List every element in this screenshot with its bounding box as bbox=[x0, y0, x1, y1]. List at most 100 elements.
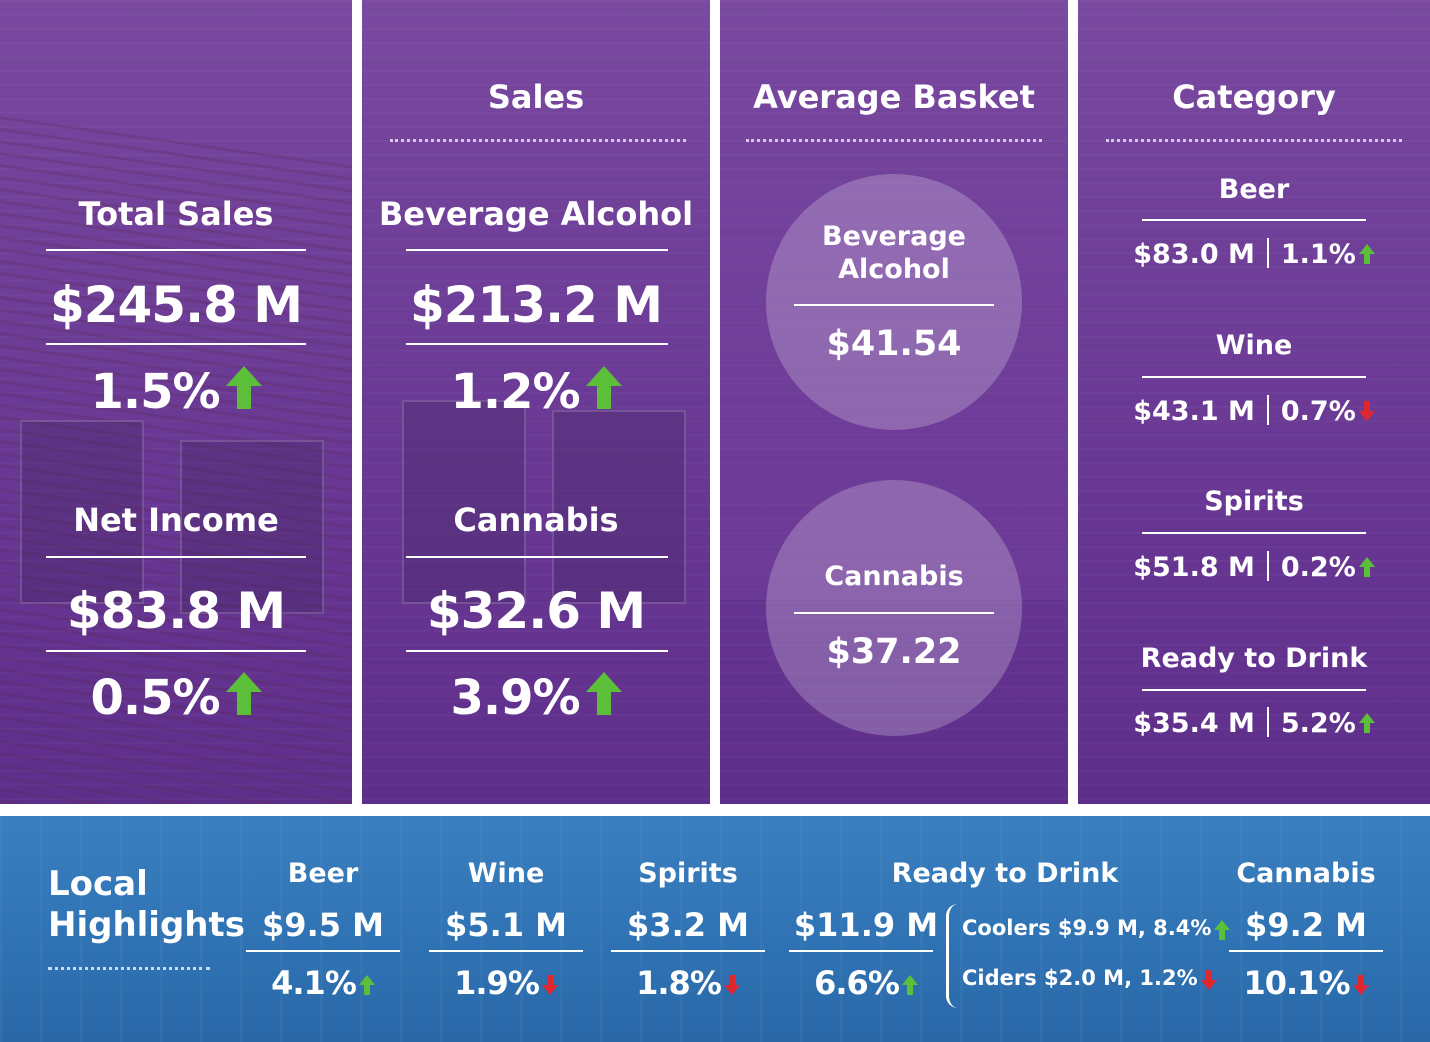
category-spirits-row: $51.8 M 0.2% bbox=[1078, 551, 1430, 583]
divider bbox=[46, 650, 306, 652]
arrow-up-icon bbox=[358, 975, 375, 995]
local-rtd-ciders-text: Ciders $2.0 M, 1.2% bbox=[962, 966, 1198, 990]
arrow-up-icon bbox=[1358, 557, 1375, 577]
basket-beverage-label-line2: Alcohol bbox=[838, 254, 950, 285]
average-basket-title: Average Basket bbox=[753, 78, 1035, 116]
category-beer-value: $83.0 M bbox=[1133, 239, 1255, 270]
separator bbox=[1266, 707, 1269, 737]
category-spirits-value: $51.8 M bbox=[1133, 552, 1255, 583]
cannabis-change: 3.9% bbox=[362, 670, 710, 726]
divider bbox=[406, 650, 668, 652]
panel-totals: Total Sales $245.8 M 1.5% Net Income $83… bbox=[0, 0, 352, 804]
cannabis-value: $32.6 M bbox=[426, 582, 646, 640]
category-wine-row: $43.1 M 0.7% bbox=[1078, 395, 1430, 427]
arrow-up-icon bbox=[901, 975, 918, 995]
local-rtd-ciders: Ciders $2.0 M, 1.2% bbox=[962, 966, 1217, 990]
background-window bbox=[552, 410, 686, 604]
arrow-up-icon bbox=[1358, 244, 1375, 264]
divider bbox=[794, 304, 994, 306]
net-income-change: 0.5% bbox=[0, 670, 352, 726]
category-spirits-name: Spirits bbox=[1204, 486, 1304, 517]
category-wine-value: $43.1 M bbox=[1133, 396, 1255, 427]
basket-cannabis-value: $37.22 bbox=[826, 632, 962, 672]
local-wine-value: $5.1 M bbox=[445, 906, 567, 944]
divider bbox=[46, 249, 306, 251]
panel-sales: Sales Beverage Alcohol $213.2 M 1.2% Can… bbox=[362, 0, 710, 804]
background-storefront bbox=[720, 180, 1068, 600]
divider bbox=[1142, 219, 1366, 221]
divider bbox=[789, 950, 933, 952]
divider bbox=[1229, 950, 1383, 952]
background-window bbox=[180, 440, 324, 614]
total-sales-change-value: 1.5% bbox=[90, 364, 220, 420]
local-highlights-band: Local Highlights Beer $9.5 M 4.1% Wine $… bbox=[0, 816, 1430, 1042]
local-spirits-label: Spirits bbox=[638, 858, 738, 889]
separator bbox=[1266, 395, 1269, 425]
background-window bbox=[402, 400, 526, 604]
local-spirits-value: $3.2 M bbox=[627, 906, 749, 944]
background-window bbox=[20, 420, 144, 604]
basket-cannabis-label: Cannabis bbox=[824, 561, 964, 592]
divider bbox=[611, 950, 765, 952]
arrow-up-icon bbox=[1358, 713, 1375, 733]
cannabis-change-value: 3.9% bbox=[450, 670, 580, 726]
local-wine-label: Wine bbox=[467, 858, 545, 889]
divider bbox=[246, 950, 400, 952]
divider bbox=[406, 556, 668, 558]
local-rtd-coolers-text: Coolers $9.9 M, 8.4% bbox=[962, 916, 1212, 940]
separator bbox=[1266, 238, 1269, 268]
divider bbox=[429, 950, 583, 952]
local-highlights-title: Local Highlights bbox=[48, 864, 245, 946]
beverage-alcohol-value: $213.2 M bbox=[409, 276, 663, 334]
beverage-alcohol-change: 1.2% bbox=[362, 364, 710, 420]
arrow-down-icon bbox=[1200, 970, 1217, 990]
divider bbox=[1142, 689, 1366, 691]
arrow-down-icon bbox=[1358, 401, 1375, 421]
arrow-down-icon bbox=[541, 975, 558, 995]
basket-beverage-value: $41.54 bbox=[826, 324, 962, 364]
net-income-label: Net Income bbox=[73, 501, 279, 539]
divider bbox=[46, 556, 306, 558]
category-wine-name: Wine bbox=[1215, 330, 1293, 361]
local-cannabis-change: 10.1% bbox=[1229, 964, 1383, 1002]
category-spirits-change: 0.2% bbox=[1280, 552, 1356, 583]
arrow-up-icon bbox=[1214, 920, 1231, 940]
brace-icon bbox=[946, 904, 963, 1008]
beverage-alcohol-basket-circle bbox=[766, 174, 1022, 430]
arrow-down-icon bbox=[723, 975, 740, 995]
local-cannabis-value: $9.2 M bbox=[1245, 906, 1367, 944]
divider bbox=[406, 249, 668, 251]
divider bbox=[794, 612, 994, 614]
basket-beverage-label-line1: Beverage bbox=[822, 221, 966, 252]
divider bbox=[1142, 376, 1366, 378]
panel-average-basket: Average Basket Beverage Alcohol $41.54 C… bbox=[720, 0, 1068, 804]
local-cannabis-change-value: 10.1% bbox=[1243, 964, 1350, 1002]
category-beer-row: $83.0 M 1.1% bbox=[1078, 238, 1430, 270]
local-highlights-title-line1: Local bbox=[48, 864, 148, 904]
arrow-up-icon bbox=[225, 366, 262, 410]
category-rtd-name: Ready to Drink bbox=[1140, 643, 1368, 674]
local-highlights-title-line2: Highlights bbox=[48, 905, 245, 945]
local-beer-change: 4.1% bbox=[246, 964, 400, 1002]
arrow-up-icon bbox=[585, 366, 622, 410]
category-beer-change: 1.1% bbox=[1280, 239, 1356, 270]
cannabis-label: Cannabis bbox=[453, 501, 619, 539]
category-beer-name: Beer bbox=[1218, 174, 1290, 205]
beverage-alcohol-label: Beverage Alcohol bbox=[378, 195, 694, 233]
arrow-up-icon bbox=[585, 672, 622, 716]
divider bbox=[46, 343, 306, 345]
local-rtd-change-value: 6.6% bbox=[814, 964, 900, 1002]
category-rtd-change: 5.2% bbox=[1280, 708, 1356, 739]
local-spirits-change: 1.8% bbox=[611, 964, 765, 1002]
total-sales-change: 1.5% bbox=[0, 364, 352, 420]
local-beer-change-value: 4.1% bbox=[271, 964, 357, 1002]
local-rtd-value: $11.9 M bbox=[793, 906, 939, 944]
local-beer-value: $9.5 M bbox=[262, 906, 384, 944]
basket-beverage-label: Beverage Alcohol bbox=[720, 220, 1068, 286]
separator bbox=[1266, 551, 1269, 581]
dotted-divider bbox=[1106, 139, 1402, 142]
net-income-change-value: 0.5% bbox=[90, 670, 220, 726]
cannabis-basket-circle bbox=[766, 480, 1022, 736]
category-rtd-value: $35.4 M bbox=[1133, 708, 1255, 739]
local-rtd-coolers: Coolers $9.9 M, 8.4% bbox=[962, 916, 1231, 940]
